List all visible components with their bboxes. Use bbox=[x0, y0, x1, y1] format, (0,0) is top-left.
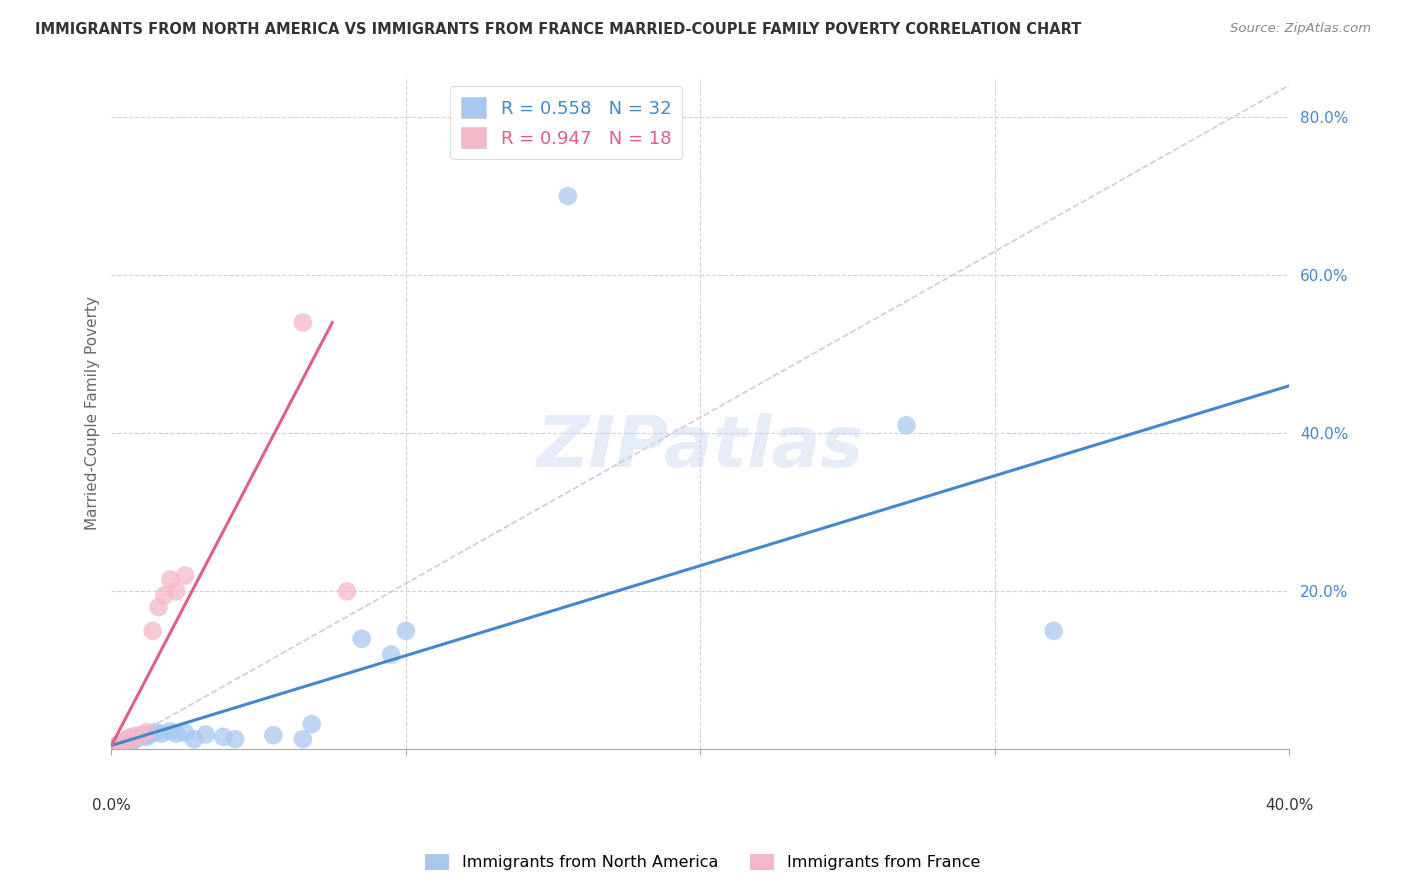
Point bbox=[165, 726, 187, 740]
Point bbox=[115, 734, 138, 748]
Point bbox=[165, 584, 187, 599]
Point bbox=[135, 730, 157, 744]
Point bbox=[174, 568, 197, 582]
Point bbox=[110, 736, 132, 750]
Point bbox=[105, 739, 128, 753]
Point bbox=[118, 731, 141, 745]
Point bbox=[110, 738, 132, 752]
Point bbox=[118, 733, 141, 747]
Point bbox=[395, 624, 418, 638]
Point bbox=[142, 624, 165, 638]
Legend: R = 0.558   N = 32, R = 0.947   N = 18: R = 0.558 N = 32, R = 0.947 N = 18 bbox=[450, 87, 682, 159]
Point bbox=[212, 730, 235, 744]
Point bbox=[145, 725, 167, 739]
Point bbox=[112, 736, 135, 750]
Point bbox=[291, 732, 314, 747]
Point bbox=[132, 728, 155, 742]
Point bbox=[350, 632, 373, 646]
Point bbox=[129, 729, 152, 743]
Point bbox=[557, 189, 579, 203]
Point bbox=[121, 732, 143, 747]
Point bbox=[103, 740, 125, 755]
Point bbox=[291, 316, 314, 330]
Point bbox=[129, 728, 152, 742]
Point bbox=[262, 728, 284, 742]
Point bbox=[148, 600, 170, 615]
Point bbox=[194, 727, 217, 741]
Point bbox=[138, 727, 160, 741]
Point bbox=[110, 739, 132, 754]
Point bbox=[103, 740, 125, 755]
Text: ZIPatlas: ZIPatlas bbox=[537, 413, 865, 482]
Point bbox=[127, 731, 149, 745]
Point bbox=[112, 734, 135, 748]
Point bbox=[896, 418, 918, 433]
Point bbox=[150, 726, 173, 740]
Point bbox=[105, 739, 128, 753]
Text: 0.0%: 0.0% bbox=[91, 798, 131, 814]
Point bbox=[115, 733, 138, 747]
Text: 40.0%: 40.0% bbox=[1265, 798, 1313, 814]
Text: Source: ZipAtlas.com: Source: ZipAtlas.com bbox=[1230, 22, 1371, 36]
Point bbox=[336, 584, 359, 599]
Point bbox=[153, 588, 176, 602]
Point bbox=[1042, 624, 1064, 638]
Point bbox=[135, 725, 157, 739]
Point bbox=[380, 648, 402, 662]
Y-axis label: Married-Couple Family Poverty: Married-Couple Family Poverty bbox=[86, 296, 100, 531]
Point bbox=[121, 734, 143, 748]
Point bbox=[159, 573, 181, 587]
Point bbox=[224, 732, 246, 747]
Point bbox=[124, 729, 146, 743]
Point bbox=[183, 732, 205, 747]
Text: IMMIGRANTS FROM NORTH AMERICA VS IMMIGRANTS FROM FRANCE MARRIED-COUPLE FAMILY PO: IMMIGRANTS FROM NORTH AMERICA VS IMMIGRA… bbox=[35, 22, 1081, 37]
Point bbox=[174, 726, 197, 740]
Point bbox=[159, 724, 181, 739]
Point bbox=[124, 732, 146, 747]
Point bbox=[301, 717, 323, 731]
Legend: Immigrants from North America, Immigrants from France: Immigrants from North America, Immigrant… bbox=[419, 847, 987, 877]
